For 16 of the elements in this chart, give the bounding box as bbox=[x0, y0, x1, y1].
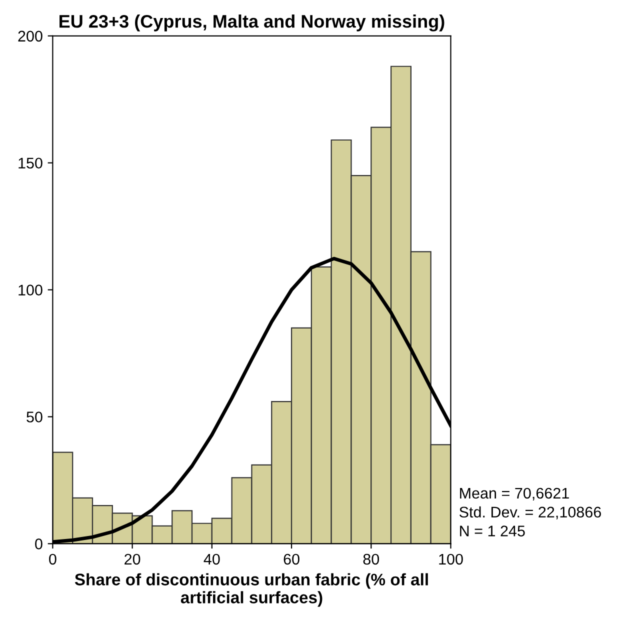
x-tick-label: 60 bbox=[284, 554, 300, 565]
text: N = 1 245 bbox=[460, 526, 525, 536]
y-tick-label: 200 bbox=[18, 30, 42, 42]
x-tick-label: 20 bbox=[124, 554, 140, 565]
y-tick-label: 100 bbox=[18, 284, 42, 296]
x-tick-label: 40 bbox=[204, 554, 220, 565]
text: Mean = 70,6621 bbox=[460, 488, 569, 500]
x-tick-label: 0 bbox=[49, 554, 56, 565]
text: Std. Dev. = 22,10866 bbox=[459, 506, 601, 520]
x-tick-label: 100 bbox=[439, 554, 463, 565]
chart-title: EU 23+3 (Cyprus, Malta and Norway missing) bbox=[60, 14, 444, 32]
y-tick-label: 0 bbox=[35, 538, 42, 550]
y-tick-label: 50 bbox=[26, 412, 42, 422]
x-tick-label: 80 bbox=[363, 554, 380, 565]
x-axis-title: Share of discontinuous urban fabric (% of all artificial surfaces) bbox=[74, 573, 428, 607]
y-tick-label: 150 bbox=[18, 158, 42, 169]
